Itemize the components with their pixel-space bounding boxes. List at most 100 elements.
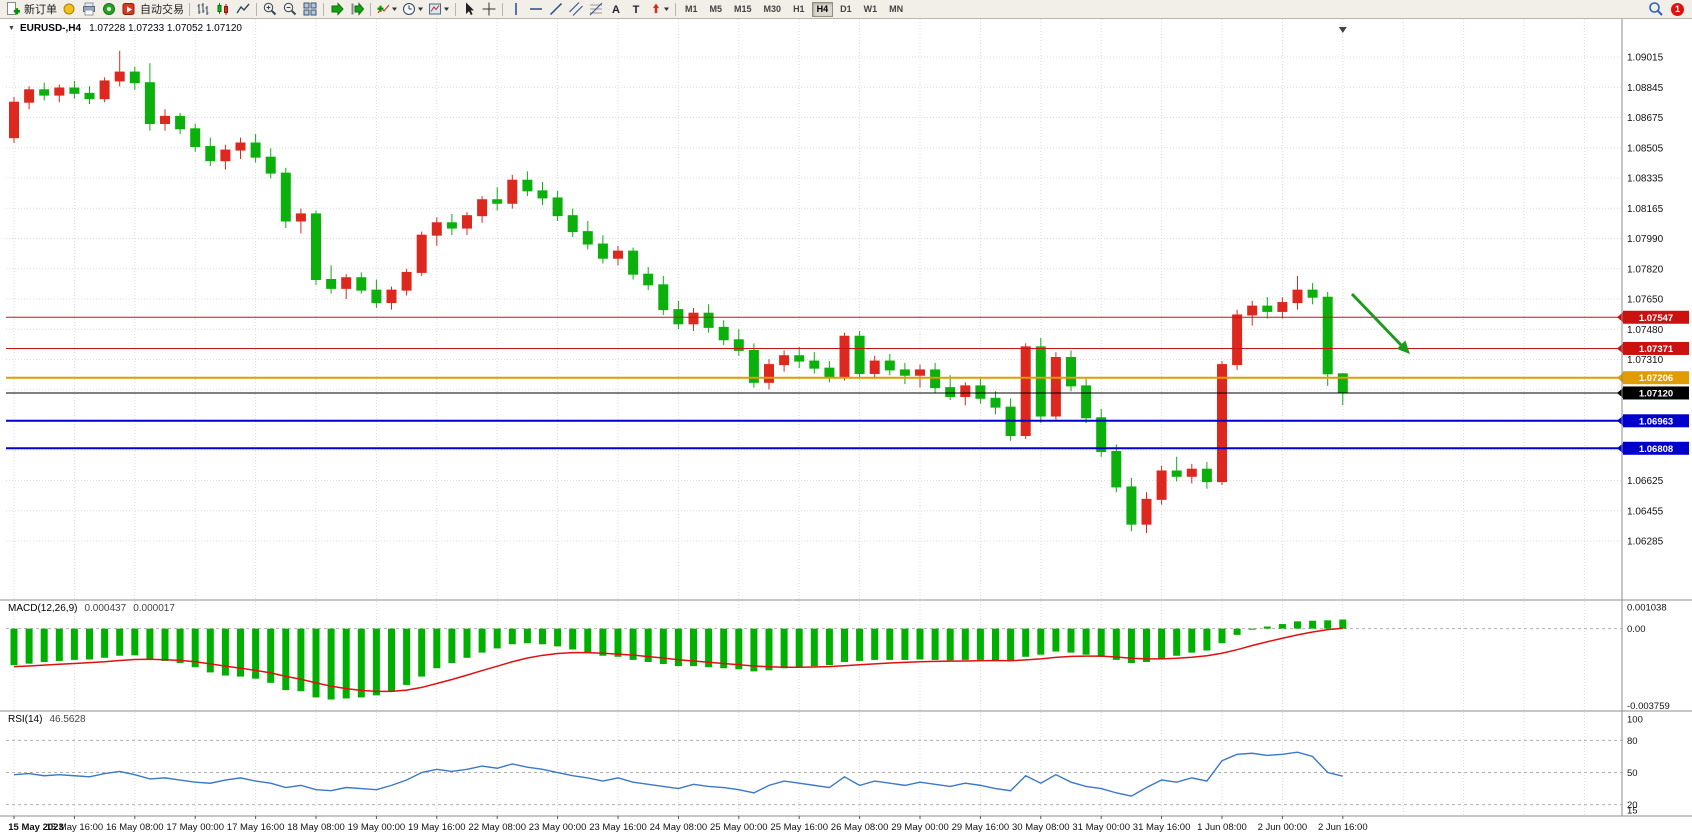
macd-histogram-bar (463, 628, 471, 658)
macd-histogram-bar (1007, 628, 1015, 661)
trendline-button[interactable] (546, 1, 566, 18)
svg-text:1.06455: 1.06455 (1627, 506, 1664, 517)
svg-text:1.06285: 1.06285 (1627, 537, 1664, 548)
crosshair-button[interactable] (479, 1, 499, 18)
candle-body (477, 199, 488, 217)
candle-body (1111, 450, 1122, 488)
timeframe-mn[interactable]: MN (889, 3, 904, 14)
equidistant-channel-button[interactable] (566, 1, 586, 18)
chart-title: ▼ EURUSD-,H4 1.07228 1.07233 1.07052 1.071… (8, 23, 242, 34)
periods-dropdown-button[interactable] (400, 1, 426, 18)
macd-histogram-bar (931, 628, 939, 660)
macd-signal-line (13, 627, 1343, 693)
data-window-button[interactable] (99, 1, 119, 18)
macd-histogram-bar (871, 628, 879, 660)
macd-histogram-bar (25, 628, 33, 664)
rsi-value: 46.5628 (49, 714, 86, 725)
candle-body (688, 312, 699, 325)
zoom-in-button[interactable] (260, 1, 280, 18)
candle-body (1096, 417, 1107, 452)
vertical-line-button[interactable] (506, 1, 526, 18)
macd-histogram-bar (312, 628, 320, 698)
fibonacci-button[interactable] (586, 1, 606, 18)
candle-body (733, 339, 744, 351)
timeframe-d1[interactable]: D1 (840, 3, 852, 14)
svg-text:1.07990: 1.07990 (1627, 234, 1664, 245)
toolbar-separator (256, 2, 257, 16)
candle-body (295, 213, 306, 222)
macd-histogram-bar (1324, 620, 1332, 629)
horizontal-line-button[interactable] (526, 1, 546, 18)
new-order-button[interactable]: 新订单 (3, 1, 59, 18)
equidistant-channel-icon (569, 2, 583, 16)
macd-histogram-bar (1278, 624, 1286, 629)
time-label: 25 May 00:00 (710, 822, 768, 833)
new-order-icon (7, 2, 20, 15)
chart-shift-marker-icon[interactable] (1338, 27, 1347, 33)
autotrading-button[interactable]: 自动交易 (119, 1, 186, 18)
timeframe-m5[interactable]: M5 (709, 3, 723, 14)
timeframe-m30[interactable]: M30 (763, 3, 782, 14)
time-label: 2 Jun 16:00 (1318, 822, 1368, 833)
print-button[interactable] (79, 1, 99, 18)
candle-body (1156, 470, 1167, 500)
notification-badge[interactable]: 1 (1671, 2, 1684, 16)
svg-text:0.00: 0.00 (1627, 624, 1646, 635)
one-click-trading-arrow[interactable]: ▼ (8, 25, 15, 32)
autotrading-icon (122, 3, 135, 15)
timeframe-w1[interactable]: W1 (863, 3, 878, 14)
timeframe-m15[interactable]: M15 (734, 3, 752, 14)
zoom-out-button[interactable] (280, 1, 300, 18)
text-label-button[interactable]: T (626, 1, 646, 18)
macd-histogram-bar (388, 628, 395, 692)
time-label: 17 May 00:00 (166, 822, 224, 833)
macd-histogram-bar (946, 628, 954, 661)
bar-chart-button[interactable] (193, 1, 213, 18)
time-label: 30 May 08:00 (1012, 822, 1070, 833)
candle-body (537, 190, 548, 199)
macd-histogram-bar (599, 628, 607, 656)
candle-body (507, 179, 518, 204)
candle-body (1186, 468, 1197, 477)
time-label: 26 May 08:00 (831, 822, 889, 833)
time-label: 29 May 16:00 (952, 822, 1010, 833)
time-label: 31 May 00:00 (1072, 822, 1130, 833)
timeframe-h1[interactable]: H1 (793, 3, 805, 14)
horizontal-lines (6, 316, 1622, 450)
macd-histogram-bar (539, 628, 546, 645)
candlestick-chart-icon (217, 3, 228, 15)
macd-histogram-bar (10, 628, 18, 666)
macd-histogram-bar (841, 628, 848, 662)
annotation-arrow[interactable] (1350, 292, 1410, 354)
templates-dropdown-button[interactable] (426, 1, 452, 18)
macd-histogram-bar (448, 628, 456, 664)
timeframe-m1[interactable]: M1 (685, 3, 698, 14)
candle-body (54, 87, 65, 96)
candle-body (265, 156, 276, 174)
metaeditor-button[interactable] (59, 1, 79, 18)
candlestick-chart-button[interactable] (213, 1, 233, 18)
indicators-dropdown-button[interactable] (374, 1, 400, 18)
arrows-dropdown-button[interactable] (646, 1, 672, 18)
macd-histogram-bar (659, 628, 667, 665)
candle-body (446, 222, 457, 229)
periods-dropdown-icon (403, 3, 423, 15)
auto-scroll-button[interactable] (327, 1, 347, 18)
candle-body (718, 326, 729, 341)
tile-windows-button[interactable] (300, 1, 320, 18)
macd-histogram-bar (735, 628, 743, 670)
cursor-button[interactable] (459, 1, 479, 18)
text-button[interactable]: A (606, 1, 626, 18)
line-chart-button[interactable] (233, 1, 253, 18)
search-button[interactable] (1646, 1, 1666, 18)
timeframe-h4[interactable]: H4 (811, 1, 834, 17)
toolbar-separator (370, 2, 371, 16)
time-label: 31 May 16:00 (1133, 822, 1191, 833)
rsi-name: RSI(14) (8, 714, 43, 725)
chart-shift-button[interactable] (347, 1, 367, 18)
chart-shift-icon (351, 2, 365, 16)
candle-body (990, 397, 1001, 408)
macd-histogram-bar (674, 628, 682, 667)
